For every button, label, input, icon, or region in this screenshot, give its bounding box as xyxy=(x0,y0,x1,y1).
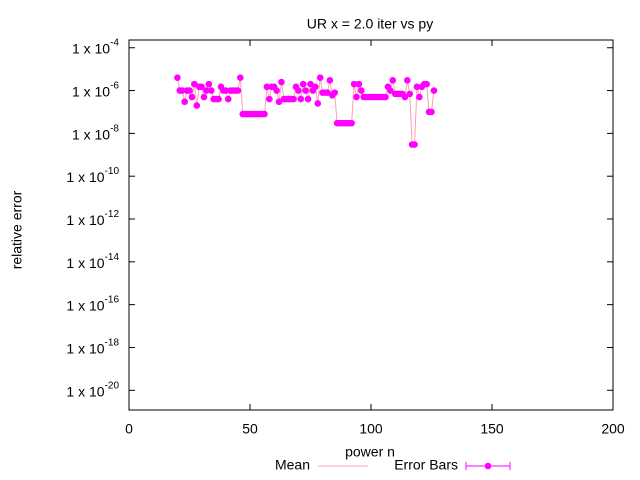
data-point xyxy=(203,87,210,94)
y-tick-base: 1 x 10 xyxy=(72,40,110,56)
y-tick-label: 1 x 10-4 xyxy=(72,37,119,56)
y-tick-base: 1 x 10 xyxy=(66,169,104,185)
data-point xyxy=(297,95,305,103)
data-point xyxy=(411,141,418,148)
y-tick-label: 1 x 10-18 xyxy=(66,337,119,356)
data-point xyxy=(324,89,331,96)
data-point xyxy=(193,102,201,109)
x-tick-label: 0 xyxy=(125,421,133,437)
y-tick-base: 1 x 10 xyxy=(66,383,104,399)
data-point xyxy=(389,77,397,84)
data-point xyxy=(353,93,360,101)
data-point xyxy=(290,95,297,103)
data-point xyxy=(261,110,268,118)
x-axis-label: power n xyxy=(345,444,395,460)
y-axis-label: relative error xyxy=(9,190,25,269)
data-point xyxy=(413,83,421,91)
y-tick-exponent: -8 xyxy=(110,123,119,134)
y-tick-exponent: -12 xyxy=(105,209,120,220)
y-tick-base: 1 x 10 xyxy=(66,340,104,356)
data-point xyxy=(237,74,244,81)
data-point xyxy=(181,98,188,106)
y-tick-label: 1 x 10-8 xyxy=(72,123,119,142)
y-tick-base: 1 x 10 xyxy=(66,212,104,228)
data-point xyxy=(215,95,222,103)
x-tick-label: 150 xyxy=(480,421,504,437)
data-point xyxy=(406,90,414,98)
data-point xyxy=(275,98,283,106)
data-point xyxy=(205,80,213,88)
legend-label: Mean xyxy=(275,457,310,473)
x-tick-label: 50 xyxy=(242,421,258,437)
data-point xyxy=(224,95,232,103)
data-point xyxy=(430,87,438,94)
data-point xyxy=(299,80,307,88)
data-point xyxy=(266,95,273,103)
y-tick-base: 1 x 10 xyxy=(72,126,110,142)
data-point xyxy=(188,93,196,101)
y-tick-label: 1 x 10-20 xyxy=(66,380,119,399)
y-tick-label: 1 x 10-10 xyxy=(66,166,119,185)
y-tick-exponent: -10 xyxy=(105,166,120,177)
legend-label: Error Bars xyxy=(394,457,458,473)
y-tick-exponent: -18 xyxy=(105,337,120,348)
data-point xyxy=(350,80,358,88)
data-point xyxy=(312,83,319,91)
y-tick-exponent: -20 xyxy=(105,380,120,391)
data-point xyxy=(355,80,363,88)
y-tick-base: 1 x 10 xyxy=(66,255,104,271)
data-point xyxy=(314,100,322,107)
y-tick-label: 1 x 10-16 xyxy=(66,294,119,313)
data-point xyxy=(295,87,302,94)
y-tick-base: 1 x 10 xyxy=(72,83,110,99)
data-point xyxy=(387,87,394,94)
data-point xyxy=(401,93,409,101)
data-point xyxy=(273,87,280,94)
data-point xyxy=(207,87,215,94)
data-point xyxy=(200,93,208,101)
data-point xyxy=(263,83,271,91)
data-point xyxy=(222,87,230,94)
y-tick-exponent: -6 xyxy=(110,80,119,91)
data-point xyxy=(326,77,334,84)
data-point xyxy=(302,87,309,94)
data-point xyxy=(234,87,242,94)
data-point xyxy=(186,87,193,94)
data-point xyxy=(307,80,314,88)
data-point xyxy=(174,74,181,81)
y-tick-label: 1 x 10-12 xyxy=(66,209,119,228)
y-tick-base: 1 x 10 xyxy=(66,297,104,313)
data-point xyxy=(428,108,435,116)
data-point xyxy=(382,93,389,101)
data-point xyxy=(404,77,411,84)
chart-title: UR x = 2.0 iter vs py xyxy=(307,16,433,32)
data-point xyxy=(316,74,324,81)
y-tick-exponent: -16 xyxy=(105,294,120,305)
y-tick-label: 1 x 10-6 xyxy=(72,80,119,99)
data-point xyxy=(198,83,205,91)
data-point xyxy=(416,93,423,101)
data-point xyxy=(304,95,312,103)
data-point xyxy=(423,80,430,88)
data-point xyxy=(331,89,339,96)
y-tick-exponent: -4 xyxy=(110,37,119,48)
legend-swatch xyxy=(484,462,492,470)
data-point xyxy=(358,87,365,94)
data-point xyxy=(191,80,198,88)
y-tick-label: 1 x 10-14 xyxy=(66,251,119,270)
data-point xyxy=(178,87,186,94)
data-point xyxy=(348,119,355,127)
x-tick-label: 200 xyxy=(601,421,625,437)
data-point xyxy=(278,78,285,86)
x-tick-label: 100 xyxy=(359,421,383,437)
y-tick-exponent: -14 xyxy=(105,251,120,262)
